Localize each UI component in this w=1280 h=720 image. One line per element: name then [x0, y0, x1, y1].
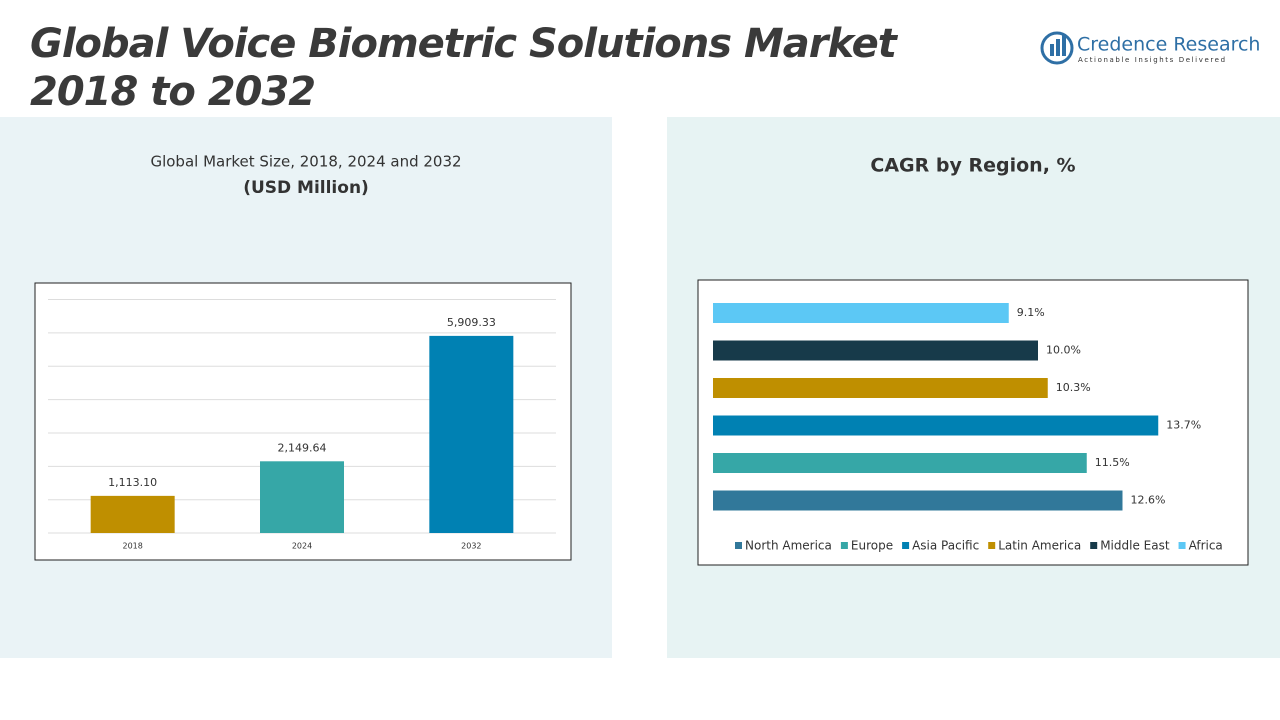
- x-tick-label: 2024: [292, 542, 312, 551]
- legend-swatch: [1090, 542, 1098, 549]
- x-tick-label: 2018: [122, 542, 142, 551]
- legend-swatch: [1178, 542, 1186, 549]
- bar: [713, 415, 1159, 436]
- legend-swatch: [840, 542, 848, 549]
- data-label: 12.6%: [1131, 494, 1166, 507]
- legend-label: North America: [745, 539, 832, 553]
- logo-bar: [1062, 35, 1066, 56]
- bar: [260, 461, 344, 533]
- chart-subtitle: (USD Million): [243, 178, 369, 198]
- logo-bar: [1056, 39, 1060, 56]
- x-tick-label: 2032: [461, 542, 481, 551]
- data-label: 2,149.64: [278, 441, 327, 454]
- bar: [713, 490, 1123, 511]
- legend-label: Middle East: [1100, 539, 1170, 553]
- data-label: 10.3%: [1056, 381, 1091, 394]
- chart-title: CAGR by Region, %: [870, 155, 1075, 177]
- data-label: 13.7%: [1166, 419, 1201, 432]
- data-label: 11.5%: [1095, 456, 1130, 469]
- logo-bar: [1050, 44, 1054, 56]
- bar: [90, 495, 175, 533]
- data-label: 1,113.10: [108, 476, 157, 489]
- page-title: Global Voice Biometric Solutions Market …: [30, 21, 897, 115]
- data-label: 9.1%: [1017, 306, 1045, 319]
- bar: [713, 378, 1048, 398]
- logo-ring: [1040, 31, 1074, 65]
- legend-label: Latin America: [998, 539, 1081, 553]
- legend-swatch: [735, 542, 742, 549]
- bar: [713, 303, 1009, 323]
- chart-title: Global Market Size, 2018, 2024 and 2032: [150, 153, 461, 171]
- tagline: Actionable Insights Delivered: [1078, 56, 1227, 64]
- bar: [713, 340, 1038, 361]
- bar: [429, 335, 514, 533]
- legend-label: Asia Pacific: [912, 539, 979, 553]
- legend-swatch: [988, 542, 996, 549]
- legend-label: Africa: [1189, 539, 1223, 553]
- legend-swatch: [902, 542, 910, 549]
- brand: Credence Research: [1077, 34, 1260, 56]
- bar: [713, 453, 1087, 473]
- data-label: 5,909.33: [447, 316, 496, 329]
- legend-label: Europe: [851, 539, 893, 553]
- logo: [1040, 31, 1074, 65]
- data-label: 10.0%: [1046, 344, 1081, 357]
